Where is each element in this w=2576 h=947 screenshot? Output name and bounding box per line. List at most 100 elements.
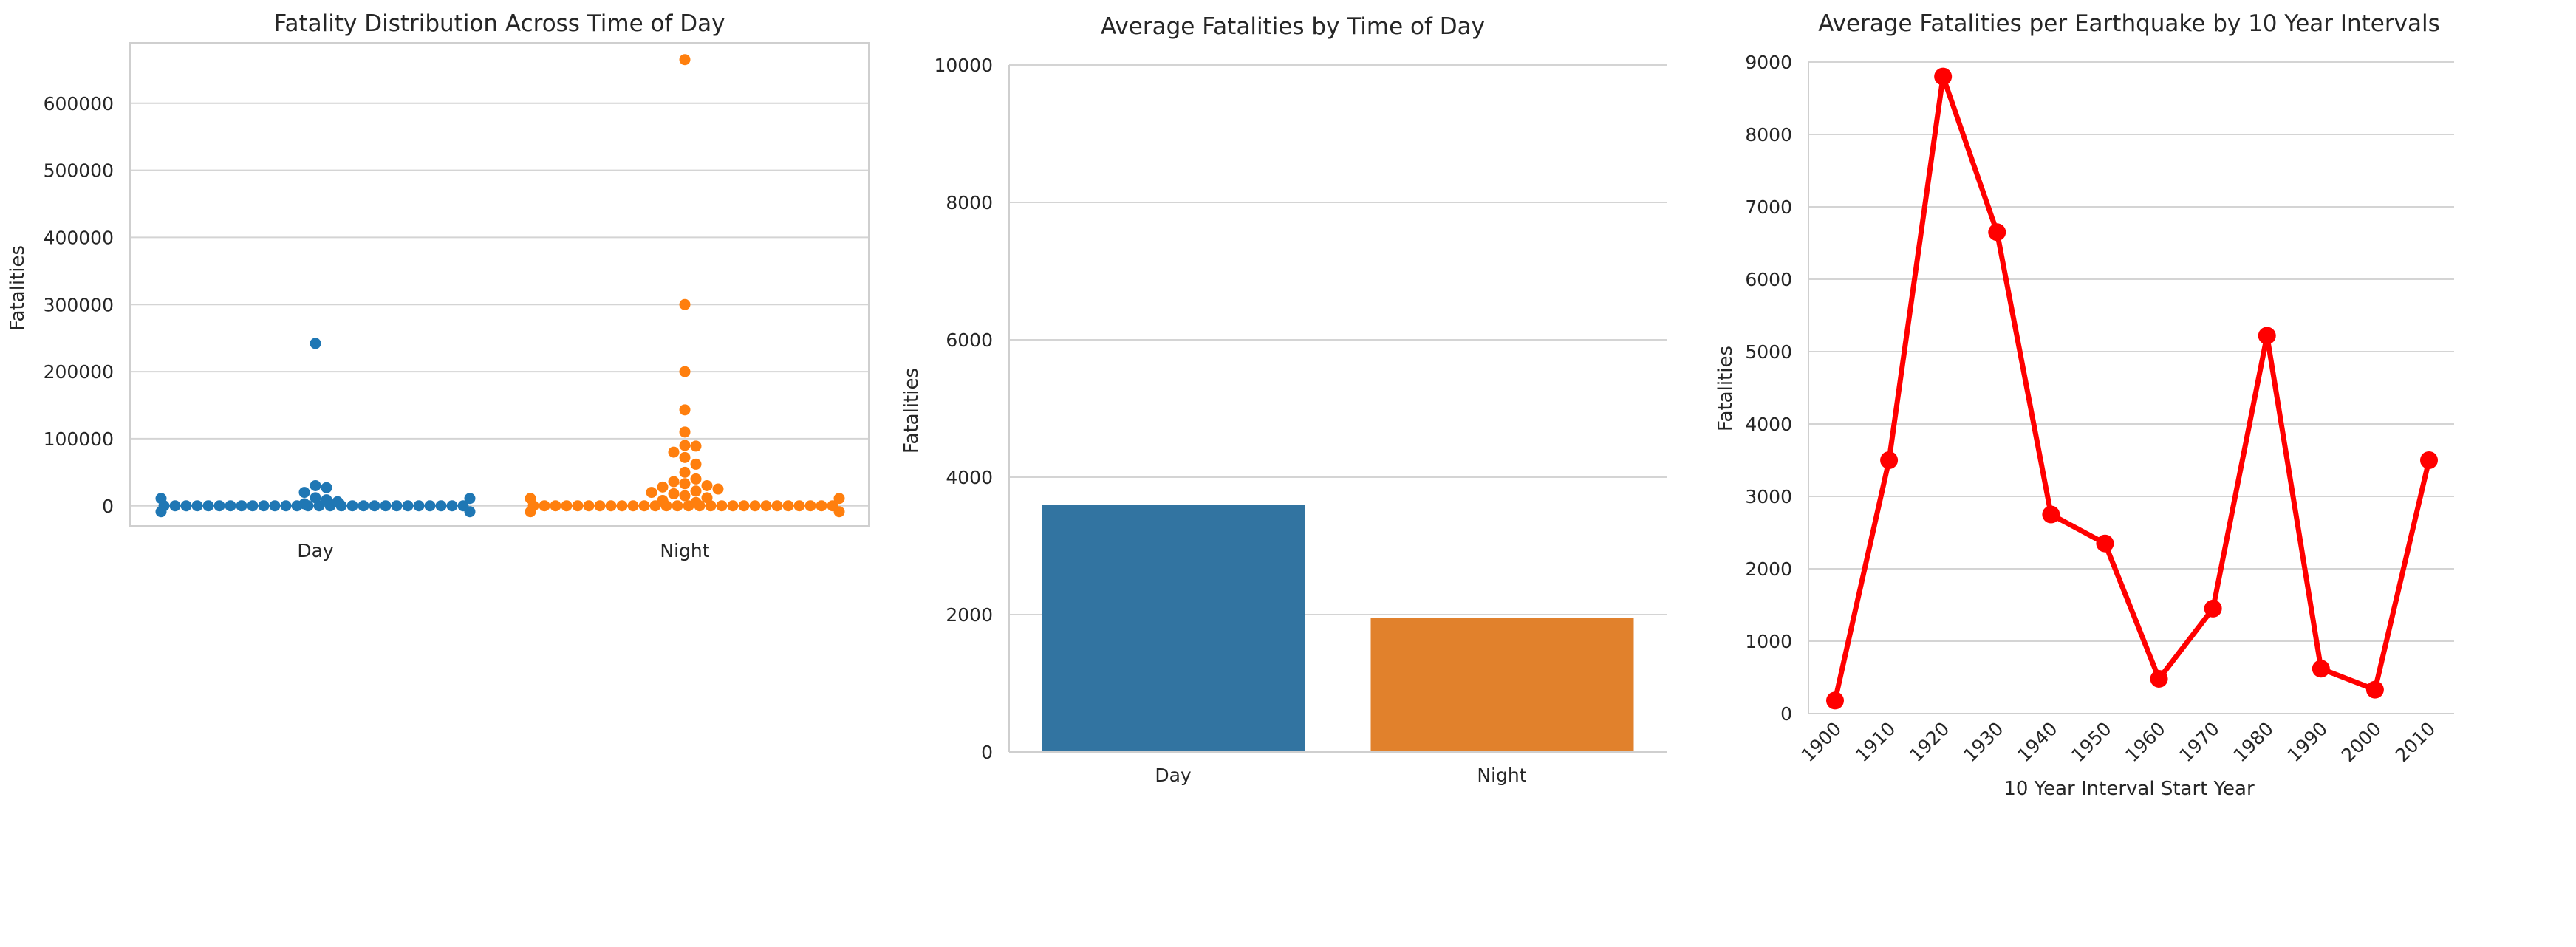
swarm-chart-grid — [130, 102, 869, 507]
swarm-point — [657, 494, 669, 506]
swarm-point — [749, 500, 761, 512]
line-xtick-label: 1940 — [2013, 718, 2061, 766]
swarm-point — [679, 451, 691, 463]
swarm-point — [804, 500, 816, 512]
swarm-point — [310, 338, 321, 349]
line-xtick-label: 1990 — [2283, 718, 2331, 766]
swarm-point — [550, 500, 561, 512]
line-series-path — [1832, 74, 2432, 702]
swarm-point — [627, 500, 639, 512]
swarm-point — [679, 478, 691, 490]
swarm-chart-title: Fatality Distribution Across Time of Day — [274, 10, 725, 37]
swarm-point — [310, 480, 321, 491]
swarm-point — [594, 500, 606, 512]
bar-ytick-label: 4000 — [946, 467, 993, 488]
swarm-point — [358, 500, 369, 512]
swarm-chart: Fatality Distribution Across Time of Day… — [7, 10, 870, 561]
swarm-point — [657, 481, 669, 493]
line-xtick-label: 2000 — [2337, 718, 2385, 766]
swarm-point — [169, 500, 181, 512]
line-ytick-label: 9000 — [1745, 52, 1792, 73]
swarm-point — [672, 500, 683, 512]
bar-night — [1370, 618, 1634, 752]
swarm-point — [716, 500, 728, 512]
swarm-point — [690, 458, 702, 470]
swarm-point — [213, 500, 225, 512]
swarm-chart-xtick-day: Day — [297, 540, 334, 561]
bar-ytick-label: 2000 — [946, 604, 993, 626]
line-point-1930 — [1988, 223, 2006, 242]
line-xtick-label: 1980 — [2229, 718, 2277, 766]
swarm-point — [679, 466, 691, 478]
swarm-point — [679, 54, 691, 66]
bar-ytick-label: 6000 — [946, 329, 993, 351]
swarm-point — [391, 500, 403, 512]
swarm-point — [638, 500, 650, 512]
line-ytick-label: 0 — [1780, 703, 1792, 725]
swarm-point — [561, 500, 573, 512]
swarm-ytick-label: 600000 — [44, 93, 114, 114]
swarm-ytick-label: 500000 — [44, 160, 114, 182]
swarm-point — [816, 500, 827, 512]
line-chart: Average Fatalities per Earthquake by 10 … — [1715, 10, 2454, 800]
swarm-point — [280, 500, 292, 512]
swarm-ytick-label: 400000 — [44, 227, 114, 248]
swarm-point — [679, 426, 691, 438]
swarm-chart-points — [155, 54, 845, 518]
swarm-point — [679, 298, 691, 310]
swarm-point — [464, 506, 476, 518]
swarm-ytick-label: 0 — [102, 496, 114, 517]
line-ytick-label: 7000 — [1745, 196, 1792, 218]
line-point-2010 — [2420, 451, 2438, 469]
line-chart-ylabel: Fatalities — [1715, 346, 1737, 431]
swarm-chart-yticks: 0 100000 200000 300000 400000 500000 600000 — [44, 93, 114, 517]
swarm-point — [332, 496, 344, 507]
swarm-point — [833, 506, 845, 518]
swarm-ytick-label: 100000 — [44, 428, 114, 450]
swarm-point — [525, 493, 536, 505]
line-chart-xlabel: 10 Year Interval Start Year — [2003, 778, 2255, 800]
swarm-point — [269, 500, 281, 512]
swarm-point — [525, 506, 536, 518]
swarm-point — [298, 498, 310, 510]
bar-chart-title: Average Fatalities by Time of Day — [1101, 13, 1485, 40]
line-xtick-label: 1970 — [2175, 718, 2223, 766]
swarm-point — [727, 500, 739, 512]
bar-chart-xtick-night: Night — [1477, 765, 1526, 786]
swarm-point — [424, 500, 436, 512]
swarm-point — [236, 500, 247, 512]
line-point-1900 — [1826, 691, 1844, 710]
swarm-point — [155, 493, 167, 505]
swarm-point — [180, 500, 192, 512]
line-ytick-label: 2000 — [1745, 558, 1792, 580]
bar-ytick-label: 0 — [981, 742, 993, 763]
swarm-point — [321, 494, 332, 506]
line-xtick-label: 1910 — [1851, 718, 1899, 766]
swarm-point — [833, 493, 845, 505]
swarm-ytick-label: 200000 — [44, 361, 114, 383]
line-point-1960 — [2150, 669, 2168, 688]
line-xtick-label: 1960 — [2121, 718, 2169, 766]
swarm-point — [701, 492, 713, 504]
swarm-point — [435, 500, 447, 512]
line-ytick-label: 4000 — [1745, 414, 1792, 435]
swarm-point — [760, 500, 772, 512]
swarm-point — [310, 492, 321, 504]
swarm-point — [572, 500, 584, 512]
line-point-1970 — [2204, 599, 2222, 618]
swarm-point — [668, 488, 680, 499]
bar-ytick-label: 10000 — [934, 55, 993, 76]
swarm-point — [690, 473, 702, 485]
swarm-point — [413, 500, 425, 512]
swarm-point — [247, 500, 259, 512]
swarm-point — [202, 500, 214, 512]
swarm-point — [258, 500, 270, 512]
swarm-point — [668, 446, 680, 458]
swarm-point — [539, 500, 550, 512]
swarm-point — [155, 506, 167, 518]
swarm-point — [771, 500, 783, 512]
swarm-point — [191, 500, 203, 512]
swarm-chart-frame — [129, 42, 870, 527]
swarm-ytick-label: 300000 — [44, 294, 114, 315]
swarm-point — [321, 482, 332, 493]
